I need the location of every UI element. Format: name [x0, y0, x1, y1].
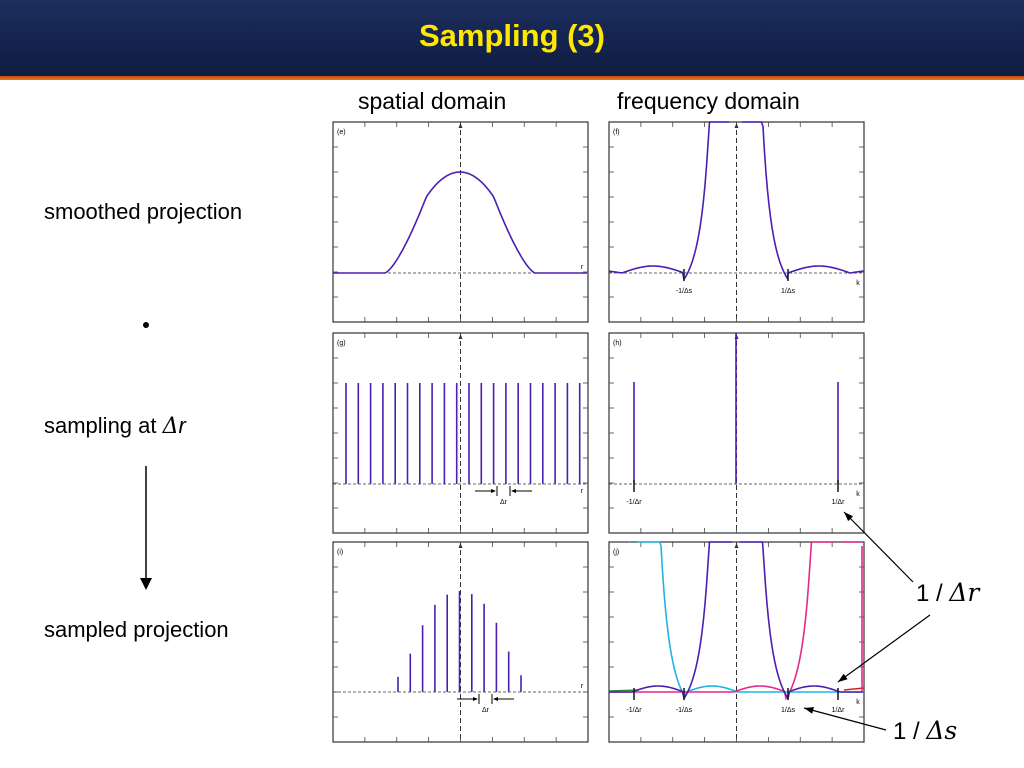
multiply-dot: [143, 322, 149, 328]
panel-e: [332, 121, 589, 323]
row-label-sampled: sampled projection: [44, 617, 229, 642]
column-heading-frequency: frequency domain: [617, 88, 800, 114]
panel-tag-f: (f): [613, 129, 620, 136]
flow-down-arrow: [140, 466, 152, 590]
callout-dr-prefix: 1 /: [916, 580, 950, 607]
axis-label-e: r: [581, 264, 584, 271]
axis-label-f: k: [856, 280, 860, 287]
y-axis-arrowhead: [458, 334, 463, 339]
callout-arrow-to-h: [843, 511, 914, 583]
callout-arrow-to-j: [837, 614, 931, 683]
alias-copy-red-tail: [843, 687, 865, 691]
row-label-sampling: sampling at Δr: [44, 412, 186, 441]
spacing-marker-i: Δr: [482, 707, 490, 714]
slide-title: Sampling (3): [418, 18, 605, 53]
panel-tag-h: (h): [613, 340, 622, 347]
tick-inv-dr-h: 1/Δr: [832, 499, 846, 506]
smoothed-curve: [333, 171, 587, 274]
tick-minus-inv-dr-j: -1/Δr: [626, 707, 642, 714]
callout-inverse-dr: 1 / Δr: [916, 578, 979, 609]
panel-f: [608, 121, 865, 323]
callout-arrow-to-ds: [803, 707, 887, 731]
tick-minus-inv-ds-j: -1/Δs: [676, 707, 693, 714]
spacing-marker-i-arrowhead: [473, 697, 478, 701]
tick-inv-ds-j: 1/Δs: [781, 707, 796, 714]
panel-j: [608, 541, 865, 743]
panel-tag-i: (i): [337, 549, 343, 556]
header-rule: [0, 76, 1024, 80]
axis-label-g: r: [581, 488, 584, 495]
spectrum-left-branch: [608, 121, 729, 282]
y-axis-arrowhead: [458, 123, 463, 128]
slide-header: [0, 0, 1024, 76]
callout-arrow-to-h-head: [844, 512, 854, 522]
spacing-marker-g: Δr: [500, 499, 508, 506]
sampling-prefix: sampling at: [44, 413, 163, 438]
tick-minus-inv-dr-h: -1/Δr: [626, 499, 642, 506]
spacing-marker-i-arrowhead: [493, 697, 498, 701]
spacing-marker-g-arrowhead: [491, 489, 496, 493]
alias-copy-right-tail: [609, 541, 834, 701]
callout-inverse-ds: 1 / Δs: [893, 716, 957, 747]
callout-dr-symbol: Δr: [949, 578, 980, 607]
panel-tag-j: (j): [613, 549, 619, 556]
baseband-right-branch: [740, 541, 863, 701]
callout-arrow-to-j-head: [838, 673, 848, 682]
row-label-smoothed: smoothed projection: [44, 199, 243, 224]
panel-i: [332, 541, 589, 743]
tick-inv-ds-f: 1/Δs: [781, 288, 796, 295]
axis-label-j: k: [856, 699, 860, 706]
callout-ds-symbol: Δs: [926, 716, 958, 745]
y-axis-arrowhead: [734, 123, 739, 128]
y-axis-arrowhead: [734, 543, 739, 548]
sampling-variable: r: [178, 413, 186, 438]
panel-tag-e: (e): [337, 129, 346, 136]
column-heading-spatial: spatial domain: [358, 88, 507, 114]
y-axis-arrowhead: [458, 543, 463, 548]
callout-arrow-to-ds-head: [804, 707, 814, 714]
panel-g: [332, 332, 589, 534]
alias-copy-left-tail: [637, 541, 864, 699]
tick-minus-inv-ds-f: -1/Δs: [676, 288, 693, 295]
tick-inv-dr-j: 1/Δr: [832, 707, 846, 714]
axis-label-h: k: [856, 491, 860, 498]
spacing-marker-g-arrowhead: [511, 489, 516, 493]
delta-symbol: Δ: [162, 414, 179, 439]
axis-label-i: r: [581, 683, 584, 690]
baseband-left-branch: [609, 541, 732, 701]
panel-tag-g: (g): [337, 340, 346, 347]
callout-ds-prefix: 1 /: [893, 718, 927, 745]
spectrum-right-branch: [742, 121, 864, 280]
